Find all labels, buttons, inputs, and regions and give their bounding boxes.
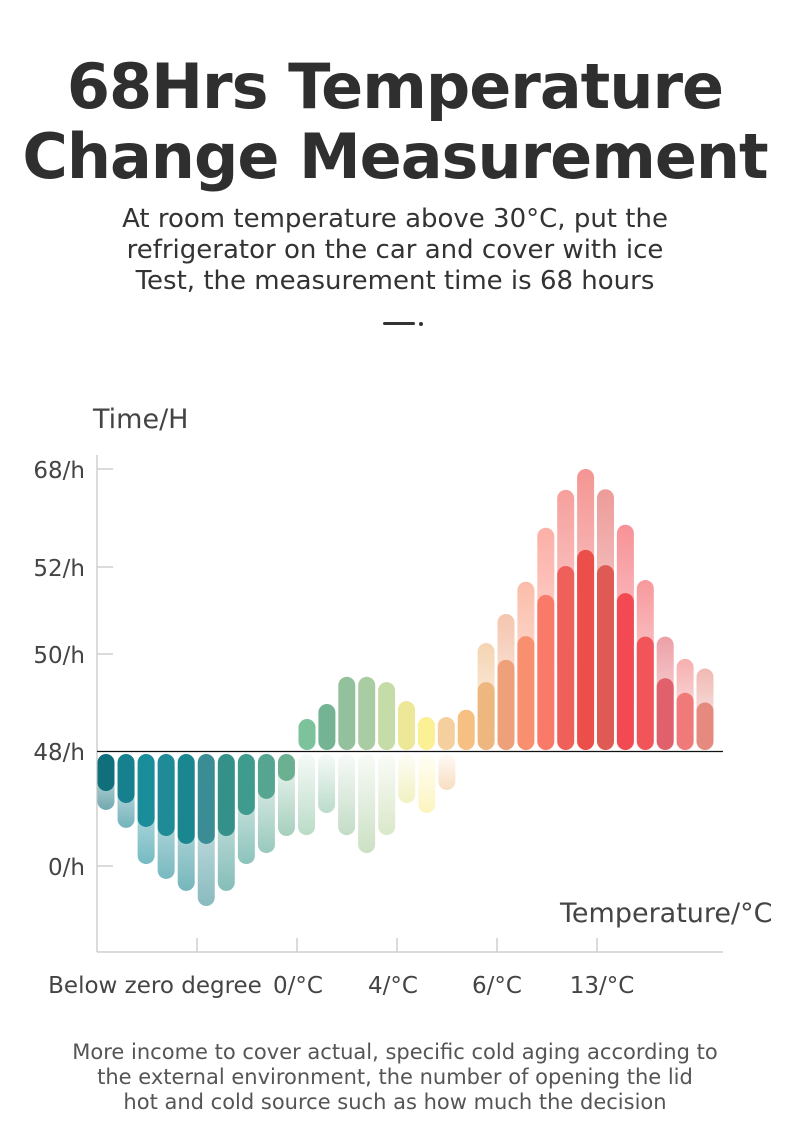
bar-faded-below xyxy=(438,754,456,791)
y-tick-label: 52/h xyxy=(33,556,85,582)
footer-line: More income to cover actual, specific co… xyxy=(72,1040,718,1064)
x-tick-label: Below zero degree xyxy=(48,973,262,999)
bar-solid-above xyxy=(338,676,356,750)
subtitle-line: refrigerator on the car and cover with i… xyxy=(126,235,664,265)
x-tick-label: 6/°C xyxy=(472,973,522,999)
bar-faded-below xyxy=(298,754,315,836)
bar-solid-above xyxy=(417,717,435,750)
bar-solid-below xyxy=(157,754,175,837)
bar-faded-below xyxy=(318,754,336,814)
bar-solid-below xyxy=(257,754,275,799)
x-tick-label: 0/°C xyxy=(273,973,323,999)
y-tick-label: 48/h xyxy=(33,740,85,766)
bar-solid-above xyxy=(597,565,614,750)
subtitle-line: At room temperature above 30°C, put the xyxy=(122,204,668,234)
title-line: Change Measurement xyxy=(22,120,768,193)
bar-solid-below xyxy=(97,754,115,792)
bar-solid-below xyxy=(177,754,195,844)
divider-dot xyxy=(419,322,423,326)
bar-solid-above xyxy=(636,636,654,750)
bar-solid-above xyxy=(358,676,376,750)
footer-note: More income to cover actual, specific co… xyxy=(0,1040,790,1115)
bar-solid-above xyxy=(398,701,415,750)
subtitle: At room temperature above 30°C, put the … xyxy=(0,204,790,297)
footer-line: the external environment, the number of … xyxy=(97,1065,693,1089)
x-tick-label: 13/°C xyxy=(570,973,635,999)
y-tick-label: 50/h xyxy=(33,643,85,669)
subtitle-line: Test, the measurement time is 68 hours xyxy=(135,266,655,296)
bar-solid-above xyxy=(318,703,336,750)
bar-solid-above xyxy=(537,594,555,750)
bar-solid-above xyxy=(497,659,515,750)
title-line: 68Hrs Temperature xyxy=(66,50,724,123)
bar-faded-below xyxy=(398,754,416,803)
bar-solid-above xyxy=(557,566,575,750)
bar-solid-above xyxy=(676,692,694,750)
bar-faded-below xyxy=(338,754,356,836)
bar-solid-below xyxy=(277,754,295,781)
footer-line: hot and cold source such as how much the… xyxy=(123,1090,667,1114)
bar-solid-above xyxy=(517,636,535,750)
bar-solid-above xyxy=(437,717,455,750)
bar-solid-above xyxy=(577,549,595,750)
y-tick-label: 0/h xyxy=(48,855,85,881)
bar-faded-below xyxy=(378,754,396,836)
y-tick-label: 68/h xyxy=(33,458,85,484)
bar-solid-below xyxy=(137,754,155,827)
page-title: 68Hrs Temperature Change Measurement xyxy=(0,52,790,192)
bar-solid-above xyxy=(298,718,316,750)
x-tick-label: 4/°C xyxy=(368,973,418,999)
bar-solid-below xyxy=(197,754,215,844)
bar-solid-below xyxy=(217,754,235,837)
x-axis-label: Temperature/°C xyxy=(559,898,772,929)
bar-solid-below xyxy=(237,754,255,815)
y-axis-label: Time/H xyxy=(92,404,188,435)
bar-solid-above xyxy=(616,593,634,750)
bar-solid-above xyxy=(656,678,674,750)
bar-solid-below xyxy=(117,754,135,803)
bar-solid-above xyxy=(477,682,495,750)
bar-faded-below xyxy=(358,754,376,854)
bar-faded-below xyxy=(418,754,436,814)
divider-dash xyxy=(383,322,415,325)
bar-solid-above xyxy=(378,682,396,750)
bar-solid-above xyxy=(457,709,475,750)
bar-solid-above xyxy=(696,702,714,750)
